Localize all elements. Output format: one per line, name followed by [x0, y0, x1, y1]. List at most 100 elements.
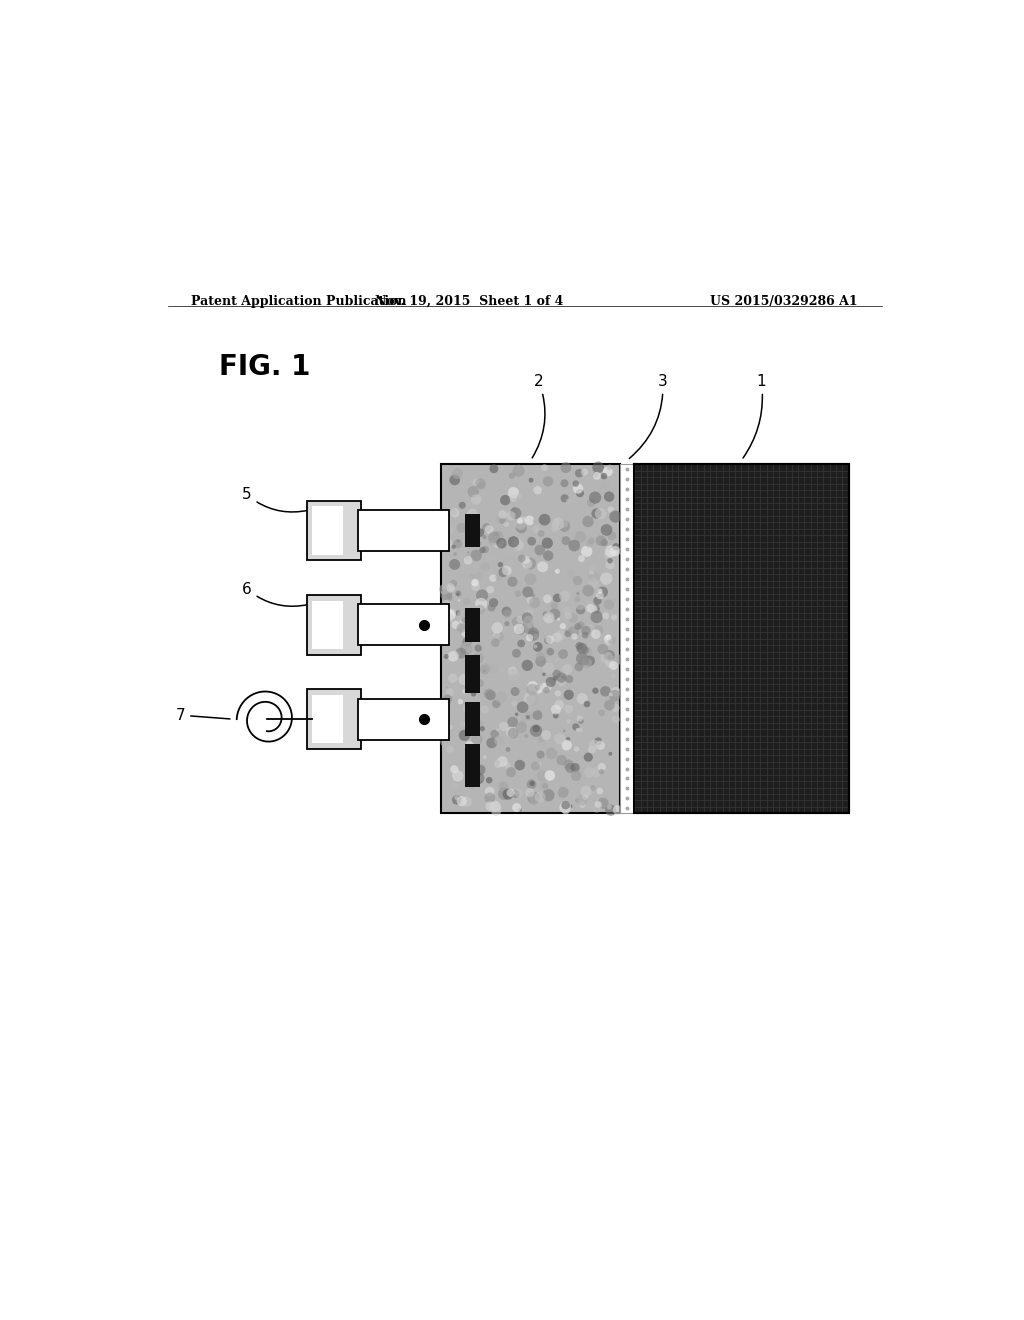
Point — [512, 609, 528, 630]
Point — [600, 628, 616, 649]
Point — [508, 611, 524, 632]
Point — [514, 697, 530, 718]
Point — [550, 561, 566, 582]
Point — [601, 457, 617, 478]
Point — [536, 676, 552, 697]
Point — [503, 762, 519, 783]
Point — [579, 652, 595, 673]
Point — [462, 711, 478, 733]
Point — [569, 589, 586, 610]
Point — [567, 717, 584, 738]
Point — [547, 668, 563, 689]
Point — [474, 540, 490, 561]
Point — [603, 630, 620, 651]
Point — [450, 533, 466, 554]
Point — [462, 737, 478, 758]
Point — [489, 618, 506, 639]
Point — [518, 726, 535, 747]
Point — [519, 607, 536, 628]
Point — [487, 524, 504, 545]
Point — [589, 797, 605, 818]
Point — [520, 610, 537, 631]
Point — [572, 710, 589, 731]
Point — [527, 636, 544, 657]
Point — [482, 796, 499, 817]
Point — [539, 676, 555, 697]
Point — [589, 606, 605, 627]
Point — [598, 519, 614, 540]
Point — [600, 544, 616, 565]
Point — [476, 698, 493, 719]
Point — [602, 684, 618, 705]
Point — [446, 759, 463, 780]
Point — [489, 719, 506, 741]
FancyBboxPatch shape — [306, 689, 360, 748]
Point — [460, 548, 476, 569]
Point — [577, 462, 593, 483]
Point — [520, 528, 537, 549]
Point — [571, 462, 588, 483]
Point — [471, 533, 487, 554]
Point — [505, 711, 521, 733]
Point — [466, 755, 482, 776]
Point — [512, 511, 528, 532]
Point — [529, 705, 546, 726]
Point — [488, 693, 505, 714]
Point — [531, 787, 548, 808]
Point — [537, 776, 553, 797]
Point — [550, 682, 566, 704]
Point — [459, 791, 475, 812]
Point — [492, 730, 508, 751]
Point — [499, 755, 515, 776]
Point — [549, 587, 565, 609]
Point — [461, 517, 477, 539]
Point — [601, 652, 617, 673]
Point — [541, 657, 557, 678]
Point — [530, 678, 547, 700]
Point — [607, 709, 624, 730]
Point — [607, 506, 624, 527]
Point — [553, 624, 569, 645]
Point — [562, 796, 579, 817]
FancyBboxPatch shape — [358, 510, 450, 552]
Point — [438, 593, 455, 614]
Point — [539, 532, 555, 553]
Point — [454, 791, 470, 812]
Point — [555, 512, 571, 533]
FancyBboxPatch shape — [441, 465, 620, 813]
Point — [449, 789, 465, 810]
Point — [485, 593, 502, 614]
Point — [569, 583, 586, 605]
Point — [605, 665, 622, 686]
Point — [602, 554, 618, 576]
Point — [531, 540, 548, 561]
Point — [579, 693, 595, 714]
Point — [504, 722, 520, 743]
Point — [539, 680, 555, 701]
Point — [606, 685, 623, 706]
Point — [535, 766, 551, 787]
Point — [486, 796, 503, 817]
Point — [507, 680, 523, 701]
Point — [551, 609, 567, 630]
Point — [555, 644, 571, 665]
Point — [512, 755, 528, 776]
Point — [481, 781, 498, 803]
Point — [567, 756, 584, 777]
Point — [473, 593, 489, 614]
Point — [598, 568, 614, 589]
Point — [592, 581, 608, 602]
Point — [580, 511, 596, 532]
Point — [572, 719, 589, 741]
Point — [549, 664, 565, 685]
Point — [585, 564, 601, 585]
Point — [485, 529, 502, 550]
Point — [481, 519, 498, 540]
Point — [559, 623, 575, 644]
FancyBboxPatch shape — [465, 743, 479, 788]
Point — [573, 548, 590, 569]
Point — [504, 540, 520, 561]
Point — [463, 510, 479, 531]
Point — [549, 649, 565, 671]
Point — [555, 667, 571, 688]
